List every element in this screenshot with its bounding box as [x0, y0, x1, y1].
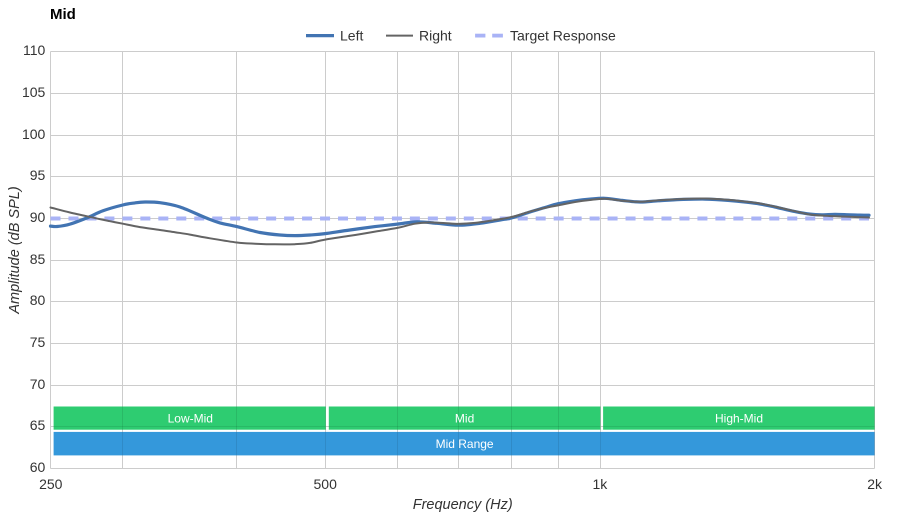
svg-text:100: 100 — [22, 126, 46, 142]
svg-text:80: 80 — [30, 292, 46, 308]
svg-text:Mid Range: Mid Range — [436, 437, 494, 451]
svg-text:Mid: Mid — [455, 411, 474, 425]
svg-text:Right: Right — [419, 28, 452, 44]
svg-text:250: 250 — [39, 476, 63, 492]
svg-text:2k: 2k — [867, 476, 883, 492]
svg-text:Amplitude (dB SPL): Amplitude (dB SPL) — [7, 186, 23, 314]
svg-text:500: 500 — [314, 476, 338, 492]
svg-text:105: 105 — [22, 84, 46, 100]
svg-text:110: 110 — [23, 42, 46, 58]
svg-text:90: 90 — [30, 209, 46, 225]
svg-text:High-Mid: High-Mid — [715, 411, 763, 425]
svg-text:Left: Left — [340, 28, 363, 44]
svg-text:75: 75 — [30, 334, 46, 350]
svg-text:65: 65 — [30, 417, 46, 433]
svg-text:70: 70 — [30, 376, 46, 392]
svg-text:Low-Mid: Low-Mid — [168, 411, 213, 425]
svg-text:60: 60 — [30, 459, 46, 475]
svg-text:85: 85 — [30, 251, 46, 267]
svg-text:95: 95 — [30, 167, 46, 183]
svg-text:Frequency (Hz): Frequency (Hz) — [413, 497, 513, 513]
svg-text:1k: 1k — [593, 476, 609, 492]
svg-text:Target Response: Target Response — [510, 28, 616, 44]
svg-text:Mid: Mid — [50, 6, 76, 23]
